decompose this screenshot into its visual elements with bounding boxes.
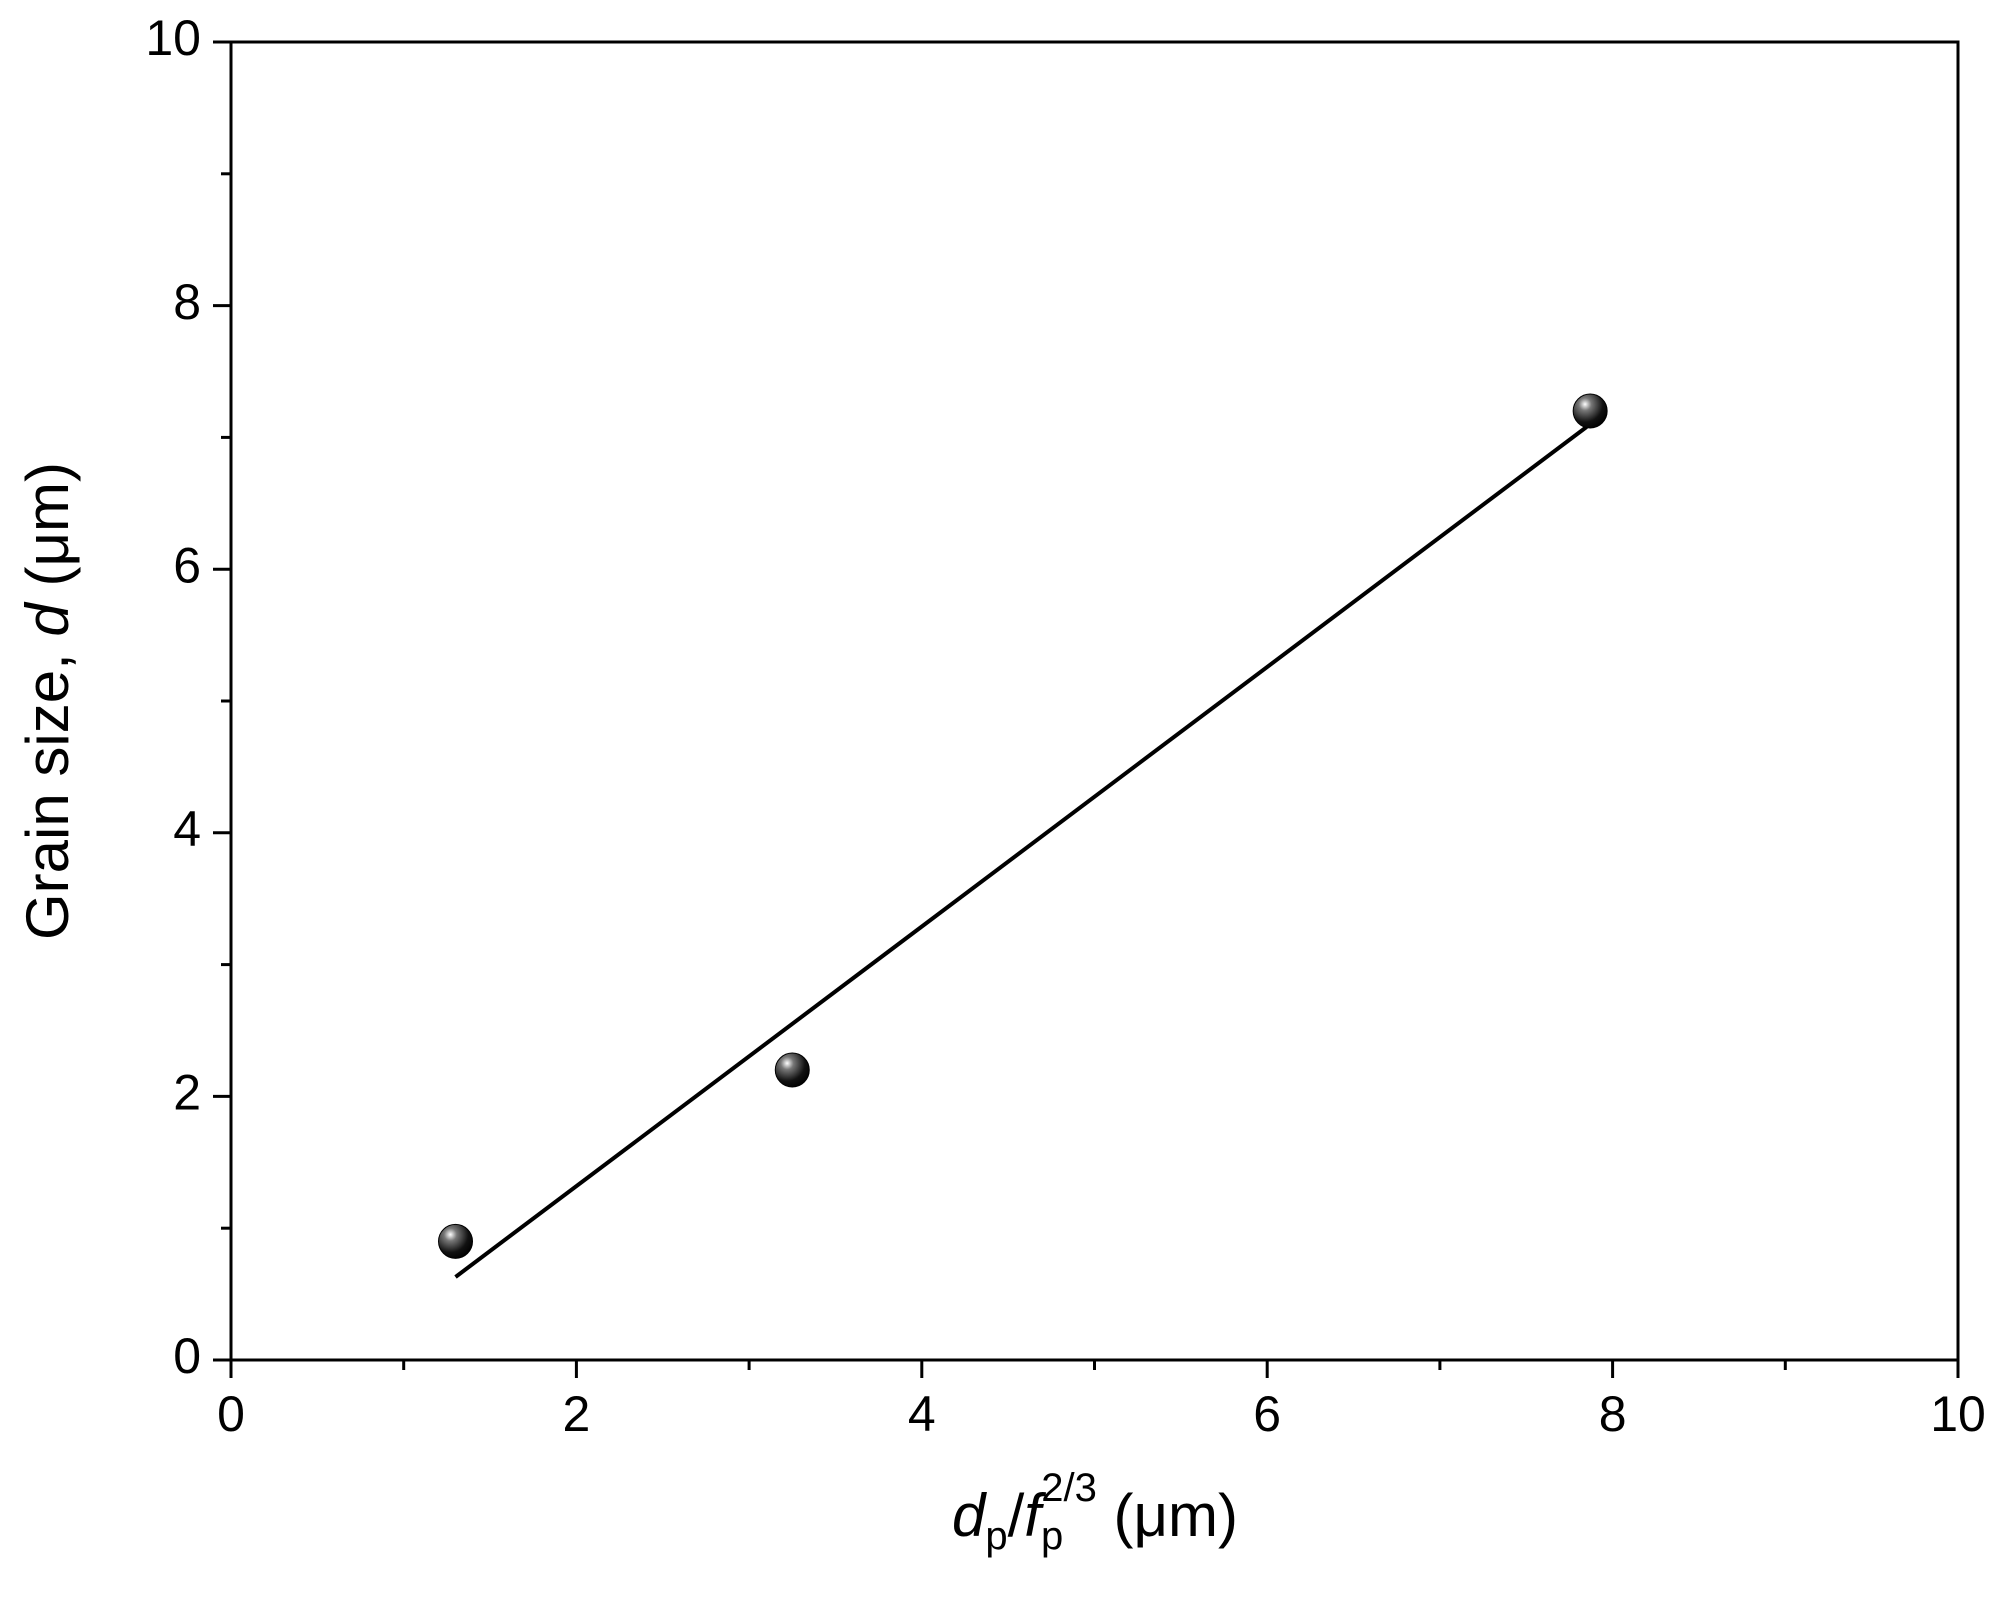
plot-frame — [229, 40, 1960, 1362]
x-tick-label: 4 — [908, 1386, 936, 1442]
data-point — [438, 1223, 474, 1259]
x-label-part: p — [985, 1514, 1007, 1558]
x-label-part: / — [1008, 1482, 1025, 1549]
data-point — [774, 1052, 810, 1088]
y-tick-label: 4 — [173, 801, 201, 857]
x-tick-label: 10 — [1930, 1386, 1986, 1442]
x-label-part: f — [1024, 1482, 1046, 1549]
y-label-part: (μm) — [14, 462, 81, 603]
y-tick-label: 8 — [173, 274, 201, 330]
x-label-part: (μm) — [1097, 1482, 1238, 1549]
x-tick-label: 6 — [1253, 1386, 1281, 1442]
x-axis-label: dp/fp2/3 (μm) — [952, 1466, 1238, 1558]
fit-line — [454, 425, 1588, 1279]
y-tick-label: 2 — [173, 1065, 201, 1121]
x-label-part: p — [1041, 1514, 1063, 1558]
y-tick-label: 6 — [173, 537, 201, 593]
y-label-part: d — [14, 602, 81, 637]
y-tick-label: 10 — [145, 10, 201, 66]
y-tick-label: 0 — [173, 1328, 201, 1384]
y-label-part: Grain size, — [14, 637, 81, 940]
data-point — [1572, 393, 1608, 429]
x-tick-label: 8 — [1599, 1386, 1627, 1442]
x-label-part: d — [952, 1482, 987, 1549]
x-label-part: 2/3 — [1041, 1466, 1097, 1510]
y-axis-label: Grain size, d (μm) — [14, 462, 81, 940]
x-tick-label: 2 — [562, 1386, 590, 1442]
x-tick-label: 0 — [217, 1386, 245, 1442]
